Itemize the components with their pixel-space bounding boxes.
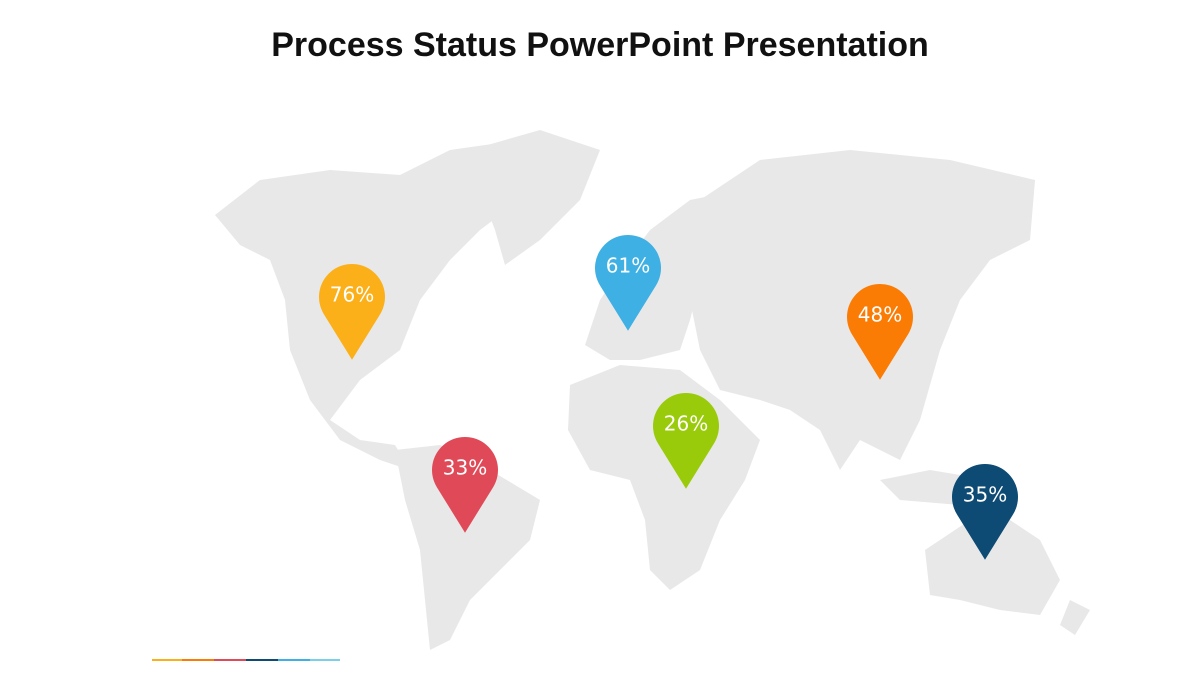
map-pin [952, 464, 1018, 560]
greenland [470, 130, 600, 265]
map-pin [653, 393, 719, 489]
south-america [395, 445, 540, 650]
pin-label: 26% [664, 412, 708, 436]
australia [925, 520, 1060, 615]
pin-label: 33% [443, 456, 487, 480]
title: Process Status PowerPoint Presentation [271, 26, 929, 64]
map-pin [432, 437, 498, 533]
pin-label: 76% [330, 283, 374, 307]
north-america [215, 140, 560, 470]
new-zealand [1060, 600, 1090, 635]
pin-label: 48% [858, 303, 902, 327]
map-pin [319, 264, 385, 360]
africa [568, 365, 760, 590]
pin-label: 35% [963, 483, 1007, 507]
pin-label: 61% [606, 254, 650, 278]
map-pin [847, 284, 913, 380]
continents [215, 130, 1090, 650]
map-pin [594, 235, 661, 331]
